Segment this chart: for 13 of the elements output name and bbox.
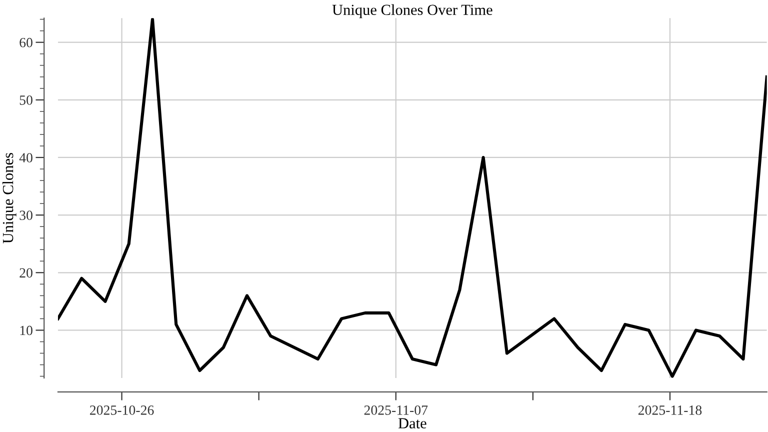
chart-title: Unique Clones Over Time bbox=[332, 4, 492, 18]
y-tick-label: 10 bbox=[20, 326, 32, 336]
y-tick-label: 50 bbox=[20, 95, 32, 105]
x-tick-label: 2025-10-26 bbox=[90, 405, 154, 415]
y-tick-label: 30 bbox=[20, 210, 32, 220]
x-tick-label: 2025-11-18 bbox=[638, 405, 702, 415]
line-series bbox=[58, 18, 767, 378]
y-tick-label: 20 bbox=[20, 268, 32, 278]
y-axis-title: Unique Clones bbox=[2, 153, 16, 244]
y-tick-label: 40 bbox=[19, 153, 32, 162]
x-tick-label: 2025-11-07 bbox=[364, 405, 428, 415]
y-tick-label: 60 bbox=[20, 38, 32, 48]
x-axis-title: Date bbox=[398, 418, 426, 428]
